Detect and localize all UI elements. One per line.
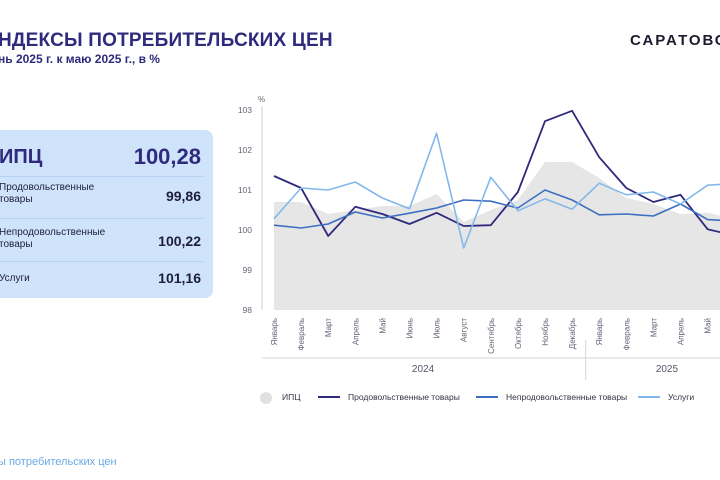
summary-value-food: 99,86 xyxy=(165,188,201,204)
x-tick-label: Февраль xyxy=(622,318,631,351)
brand-logo-text: САРАТОВС xyxy=(630,32,720,49)
y-axis-unit-label: % xyxy=(258,95,265,104)
year-label: 2025 xyxy=(656,364,679,375)
summary-row-nonfood: Непродовольственные товары 100,22 xyxy=(0,227,213,255)
cpi-line-chart: % 98 99 100 101 102 103 Январь Февраль Март Апрель… xyxy=(238,95,720,380)
x-tick-label: Июнь xyxy=(406,318,415,338)
x-tick-label: Июль xyxy=(433,318,442,338)
summary-label-cpi: ИПЦ xyxy=(0,146,43,168)
summary-divider xyxy=(0,176,203,177)
footer-note: ы потребительских цен xyxy=(0,456,117,468)
x-tick-label: Март xyxy=(324,318,333,337)
x-tick-label: Сентябрь xyxy=(487,318,496,354)
x-tick-label: Май xyxy=(704,318,713,334)
x-tick-label: Март xyxy=(649,318,658,337)
x-tick-label: Ноябрь xyxy=(541,318,550,346)
summary-divider xyxy=(0,261,203,262)
series-line xyxy=(273,189,720,229)
summary-label-nonfood: Непродовольственные товары xyxy=(0,227,106,250)
summary-row-services: Услуги 101,16 xyxy=(0,269,213,289)
summary-row-food: Продовольственные товары 99,86 xyxy=(0,182,213,210)
series-line xyxy=(273,132,720,249)
x-tick-label: Январь xyxy=(595,318,604,345)
x-tick-label: Октябрь xyxy=(514,318,523,349)
legend-swatch-line xyxy=(638,396,660,398)
x-tick-label: Май xyxy=(378,318,387,334)
x-tick-label: Август xyxy=(460,318,469,342)
page-title: НДЕКСЫ ПОТРЕБИТЕЛЬСКИХ ЦЕН xyxy=(0,30,333,51)
legend-label: Продовольственные товары xyxy=(348,392,460,402)
summary-row-cpi: ИПЦ 100,28 xyxy=(0,144,213,174)
x-tick-label: Апрель xyxy=(351,318,360,345)
cpi-area xyxy=(274,162,720,310)
y-tick-label: 103 xyxy=(238,105,252,115)
y-tick-label: 100 xyxy=(238,225,252,235)
summary-label-food: Продовольственные товары xyxy=(0,182,95,205)
legend-label: Непродовольственные товары xyxy=(506,392,628,402)
x-tick-label: Февраль xyxy=(297,318,306,351)
legend-swatch-line xyxy=(318,396,340,398)
y-tick-label: 102 xyxy=(238,145,252,155)
legend-label: Услуги xyxy=(668,392,695,402)
legend-label: ИПЦ xyxy=(282,392,301,402)
page-subtitle: нь 2025 г. к маю 2025 г., в % xyxy=(0,52,160,66)
series-line xyxy=(273,109,720,237)
x-tick-label: Апрель xyxy=(677,318,686,345)
y-tick-label: 101 xyxy=(238,185,252,195)
summary-divider xyxy=(0,218,203,219)
summary-value-nonfood: 100,22 xyxy=(158,233,201,249)
legend-swatch-area xyxy=(260,392,272,404)
x-tick-label: Декабрь xyxy=(568,318,577,349)
y-tick-label: 99 xyxy=(243,265,253,275)
y-tick-label: 98 xyxy=(243,305,253,315)
x-tick-label: Январь xyxy=(270,318,279,345)
summary-panel: ИПЦ 100,28 Продовольственные товары 99,8… xyxy=(0,130,213,298)
year-label: 2024 xyxy=(412,364,435,375)
summary-value-cpi: 100,28 xyxy=(133,144,201,169)
legend-swatch-line xyxy=(476,396,498,398)
summary-value-services: 101,16 xyxy=(158,270,201,286)
summary-label-services: Услуги xyxy=(0,273,30,284)
